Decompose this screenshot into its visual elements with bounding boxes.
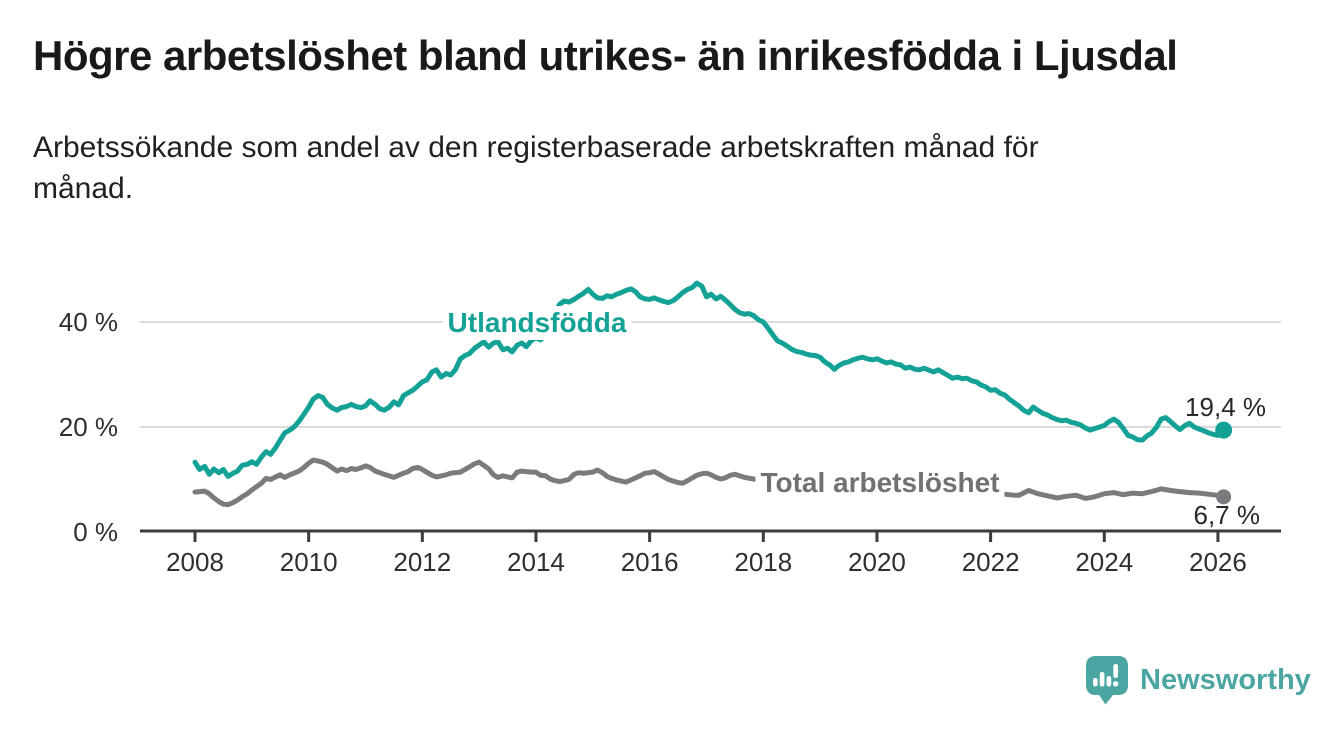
chart-subtitle-line2: månad.	[33, 172, 134, 205]
end-value-label-utlandsfodda: 19,4 %	[1185, 392, 1266, 422]
y-axis-label: 20 %	[59, 412, 118, 442]
series-end-dot-utlandsf-dda	[1215, 421, 1233, 439]
x-axis-label: 2026	[1189, 547, 1247, 577]
x-axis-label: 2008	[166, 547, 224, 577]
chart-subtitle: Arbetssökande som andel av den registerb…	[33, 127, 1273, 209]
x-axis-label: 2020	[848, 547, 906, 577]
x-axis-label: 2022	[962, 547, 1020, 577]
newsworthy-wordmark: Newsworthy	[1140, 663, 1311, 696]
y-axis-label: 40 %	[59, 307, 118, 337]
series-line-utlandsf-dda	[192, 280, 1227, 479]
end-value-label-total-arbetsloshet: 6,7 %	[1193, 500, 1261, 530]
x-axis-label: 2016	[621, 547, 679, 577]
chart-title: Högre arbetslöshet bland utrikes- än inr…	[33, 32, 1178, 79]
newsworthy-logo: Newsworthy	[1085, 655, 1311, 705]
series-end-dot-total-arbetsl-shet	[1216, 489, 1232, 505]
x-axis-label: 2014	[507, 547, 565, 577]
series-label-utlandsfodda: Utlandsfödda	[442, 306, 632, 340]
chart-subtitle-line1: Arbetssökande som andel av den registerb…	[33, 131, 1039, 164]
x-axis-label: 2012	[393, 547, 451, 577]
y-axis-label: 0 %	[73, 517, 118, 547]
series-label-total-arbetsloshet: Total arbetslöshet	[755, 466, 1005, 500]
newsworthy-icon	[1086, 656, 1128, 705]
x-axis-label: 2024	[1075, 547, 1133, 577]
x-axis-label: 2010	[280, 547, 338, 577]
x-axis-label: 2018	[734, 547, 792, 577]
series-line-total-arbetsl-shet	[192, 457, 1227, 508]
